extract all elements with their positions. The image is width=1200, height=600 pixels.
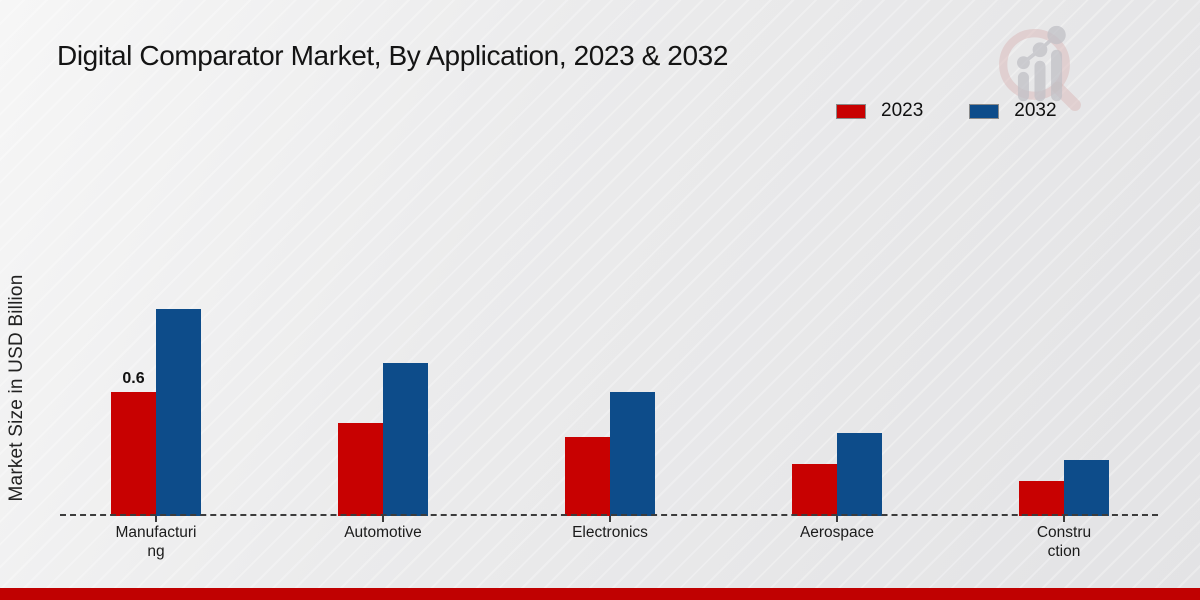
bar-2023-construction <box>1019 481 1064 516</box>
legend-label-2023: 2023 <box>881 100 924 121</box>
bar-2032-automotive <box>383 363 428 516</box>
x-axis-tick <box>609 516 611 522</box>
legend-label-2032: 2032 <box>1014 100 1057 121</box>
bar-2032-electronics <box>610 392 655 516</box>
legend-item-2023: 2023 <box>836 100 923 122</box>
bar-2023-electronics <box>565 437 610 516</box>
legend-item-2032: 2032 <box>969 100 1057 122</box>
x-axis-tick <box>1063 516 1065 522</box>
legend-swatch-2023 <box>836 103 866 119</box>
bar-value-label: 0.6 <box>122 370 145 387</box>
bar-2023-aerospace <box>792 464 837 516</box>
magnifier-bar-chart-logo-icon <box>999 25 1081 111</box>
bar-2032-manufacturing <box>156 309 201 516</box>
footer-accent-strip <box>0 588 1200 600</box>
x-axis-label-aerospace: Aerospace <box>799 524 875 541</box>
x-axis-label-electronics: Electronics <box>572 524 648 541</box>
x-axis-label-manufacturing: Manufacturi ng <box>115 524 197 560</box>
y-axis-label: Market Size in USD Billion <box>6 274 27 502</box>
bar-2023-manufacturing <box>111 392 156 516</box>
chart-title: Digital Comparator Market, By Applicatio… <box>57 40 728 71</box>
x-axis-tick <box>836 516 838 522</box>
x-axis-baseline <box>60 514 1158 516</box>
x-axis-tick <box>155 516 157 522</box>
x-axis-label-automotive: Automotive <box>344 524 422 541</box>
bar-2032-aerospace <box>837 433 882 516</box>
x-axis-tick <box>382 516 384 522</box>
x-axis-label-construction: Constru ction <box>1036 524 1092 560</box>
legend: 2023 2032 <box>836 100 1057 122</box>
bar-2023-automotive <box>338 423 383 516</box>
bar-2032-construction <box>1064 460 1109 516</box>
legend-swatch-2032 <box>969 103 1000 119</box>
